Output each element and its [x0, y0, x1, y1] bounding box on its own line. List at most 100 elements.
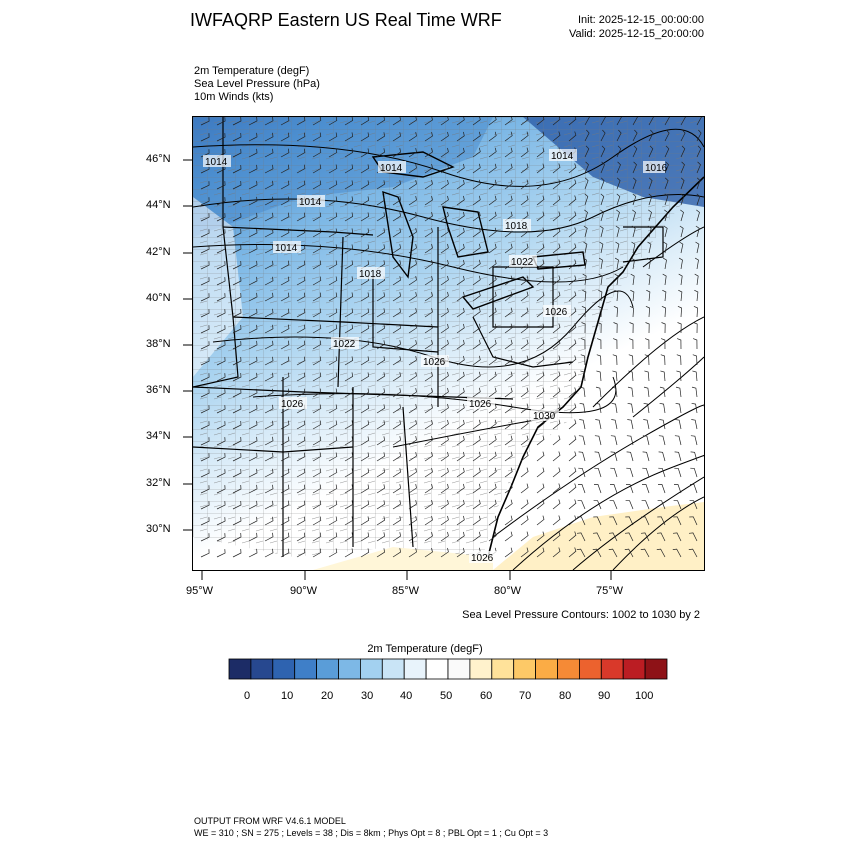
wind-barb [582, 289, 587, 302]
wind-barb [360, 292, 370, 302]
wind-barb [583, 225, 588, 238]
wind-barb [504, 531, 513, 542]
wind-barb [520, 467, 529, 478]
wind-barb [645, 322, 650, 334]
wind-barb [376, 516, 385, 526]
wind-barb [328, 308, 338, 318]
wind-barb [641, 516, 650, 526]
wind-barb [344, 404, 354, 414]
wind-barb [520, 531, 529, 542]
wind-barb [568, 371, 577, 382]
wind-barb [232, 132, 242, 142]
wind-barb [392, 404, 401, 414]
wind-barb [504, 387, 513, 398]
wind-barb [424, 180, 433, 190]
wind-barb [582, 257, 587, 270]
wind-barb [456, 403, 465, 414]
wind-barb [662, 257, 667, 270]
wind-barb [504, 195, 513, 206]
colorbar-swatch [557, 658, 580, 680]
wind-barb [673, 500, 682, 510]
wind-barb [472, 499, 481, 510]
wind-barb [568, 291, 577, 302]
wind-barb [408, 500, 417, 510]
wind-barb [440, 147, 449, 158]
colorbar-label: 10 [281, 690, 294, 702]
wind-barb [536, 339, 545, 350]
wind-barb [678, 289, 683, 302]
wind-barb [264, 436, 274, 446]
wind-barb [296, 532, 306, 542]
wind-barb [424, 420, 433, 430]
wind-barb [578, 451, 586, 462]
colorbar-swatch [535, 658, 558, 680]
wind-barb [488, 339, 497, 350]
wind-barb [520, 371, 529, 382]
wind-barb [664, 129, 670, 142]
wind-barb [216, 501, 226, 510]
wind-barb [632, 209, 636, 222]
wind-barb [280, 308, 290, 318]
wind-barb [644, 354, 650, 366]
wind-barb [694, 273, 699, 286]
wind-barb [536, 163, 545, 174]
wind-barb [312, 468, 322, 478]
wind-barb [488, 355, 497, 366]
wind-barb [659, 386, 666, 398]
wind-barb [296, 516, 306, 526]
colorbar-swatch [578, 658, 602, 680]
wind-barb [456, 117, 465, 126]
wind-barb [630, 273, 635, 286]
wind-barb [629, 322, 634, 334]
wind-barb [599, 241, 604, 254]
wind-barb [344, 356, 354, 366]
wind-barb [296, 117, 306, 126]
wind-barb [408, 164, 417, 174]
wind-barb [424, 148, 433, 158]
wind-barb [408, 340, 417, 350]
state-borders [193, 117, 664, 557]
contour-label: 1030 [533, 411, 556, 422]
page-title: IWFAQRP Eastern US Real Time WRF [190, 10, 502, 30]
wind-barb [596, 370, 602, 382]
wind-barb [296, 372, 306, 382]
contour-label: 1018 [505, 221, 528, 232]
wind-barb [520, 147, 529, 158]
wind-barb [408, 420, 417, 430]
wind-barb [296, 276, 306, 286]
wind-barb [662, 273, 667, 286]
lon-tick: 85°W [392, 585, 420, 597]
wind-barb [552, 451, 561, 462]
wind-barb [579, 386, 586, 398]
lat-tick: 42°N [146, 246, 171, 258]
wind-barb [360, 468, 370, 478]
wind-barb [504, 483, 513, 494]
wind-barb [424, 324, 433, 334]
wind-barb [504, 371, 513, 382]
wind-barb [360, 117, 370, 126]
wind-barb [600, 117, 606, 126]
wind-barb [647, 241, 652, 254]
wind-barb [520, 403, 529, 414]
wind-barb [504, 147, 513, 158]
wind-barb [408, 356, 417, 366]
lat-tick: 36°N [146, 384, 171, 396]
slp-contour-note: Sea Level Pressure Contours: 1002 to 103… [462, 609, 700, 621]
wind-barb [504, 291, 513, 302]
wind-barb [280, 260, 290, 270]
wind-barb [328, 548, 338, 558]
wind-barb [648, 129, 654, 142]
wind-barb [580, 338, 586, 350]
wind-barb [504, 467, 513, 478]
wind-barb [280, 452, 290, 462]
wind-barb [693, 322, 698, 334]
wind-barb [248, 117, 258, 126]
wind-barb [360, 436, 370, 446]
wind-barb [674, 435, 682, 446]
wind-barb [200, 549, 210, 558]
init-time: Init: 2025-12-15_00:00:00 [578, 14, 704, 26]
colorbar-swatch [338, 658, 361, 680]
wind-barb [488, 117, 497, 126]
wind-barb [472, 531, 481, 542]
wind-barb [280, 148, 290, 158]
